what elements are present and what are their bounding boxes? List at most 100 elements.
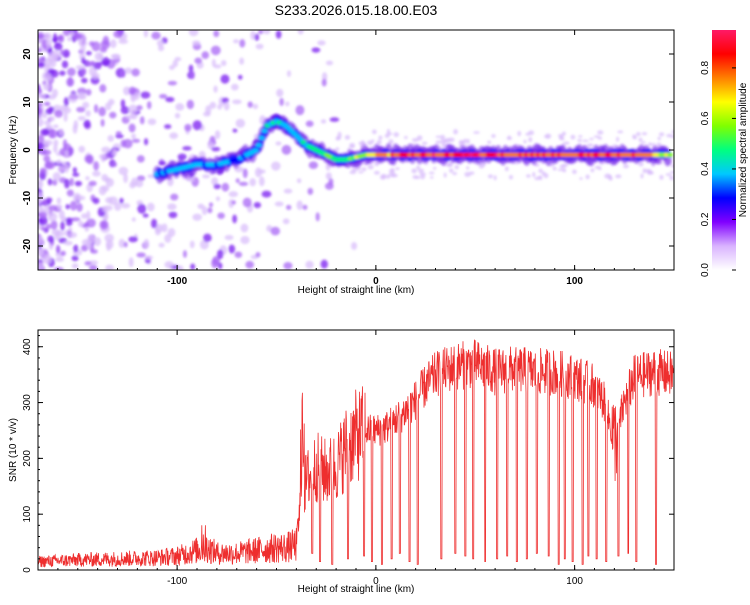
colorbar-tick-label: 0.0 <box>700 263 711 277</box>
noise-blob <box>93 161 100 171</box>
ridge-core <box>252 148 259 153</box>
noise-blob <box>174 56 182 62</box>
noise-blob <box>633 136 638 140</box>
noise-blob <box>388 172 396 178</box>
noise-blob <box>47 178 53 186</box>
x-tick-label: -100 <box>167 576 187 587</box>
colorbar: 0.0 0.2 0.4 0.6 0.8 Normalized spectral ampl… <box>700 30 749 277</box>
noise-blob <box>216 249 224 260</box>
noise-blob <box>263 30 271 35</box>
noise-blob <box>56 197 62 205</box>
noise-blob <box>386 128 391 135</box>
noise-blob <box>128 86 136 95</box>
noise-blob <box>131 217 136 222</box>
noise-blob <box>416 165 421 170</box>
noise-blob <box>59 70 66 76</box>
noise-blob <box>98 153 106 160</box>
noise-blob <box>311 47 321 53</box>
noise-blob <box>42 71 52 81</box>
noise-blob <box>184 123 192 132</box>
noise-blob <box>118 166 129 176</box>
noise-blob <box>158 44 165 52</box>
noise-blob <box>68 150 73 157</box>
noise-blob <box>158 161 167 166</box>
noise-blob <box>441 143 447 148</box>
noise-blob <box>54 230 60 241</box>
noise-blob <box>209 101 217 109</box>
noise-blob <box>125 114 136 120</box>
noise-blob <box>38 32 45 40</box>
noise-blob <box>598 166 602 171</box>
noise-blob <box>666 133 673 138</box>
noise-blob <box>421 141 428 145</box>
figure-title: S233.2026.015.18.00.E03 <box>275 2 438 18</box>
noise-blob <box>328 178 334 186</box>
noise-blob <box>207 141 215 150</box>
noise-blob <box>170 193 179 201</box>
noise-blob <box>371 129 377 135</box>
noise-blob <box>286 70 292 78</box>
noise-blob <box>235 178 240 184</box>
noise-blob <box>270 226 281 236</box>
noise-blob <box>64 178 70 189</box>
noise-blob <box>72 172 80 177</box>
noise-blob <box>44 161 53 169</box>
noise-blob <box>93 61 102 70</box>
noise-blob <box>228 244 236 254</box>
noise-blob <box>60 250 66 256</box>
noise-blob <box>93 237 102 247</box>
noise-blob <box>376 139 382 145</box>
y-tick-label: 200 <box>22 450 33 467</box>
noise-blob <box>182 250 187 258</box>
noise-blob <box>57 165 65 173</box>
noise-blob <box>38 117 44 127</box>
noise-blob <box>104 233 115 243</box>
noise-blob <box>136 252 146 258</box>
noise-blob <box>142 213 149 218</box>
noise-blob <box>121 70 126 78</box>
noise-blob <box>615 174 622 179</box>
noise-blob <box>110 54 120 59</box>
noise-blob <box>208 202 214 208</box>
noise-blob <box>641 141 646 144</box>
noise-blob <box>469 171 475 175</box>
noise-blob <box>38 179 44 189</box>
noise-blob <box>136 105 143 111</box>
noise-blob <box>167 203 177 211</box>
noise-blob <box>245 260 255 269</box>
noise-blob <box>285 204 292 210</box>
snr-background <box>38 330 674 570</box>
noise-blob <box>211 177 219 186</box>
noise-blob <box>154 227 161 236</box>
noise-blob <box>121 202 131 209</box>
x-tick-label: 100 <box>566 576 583 587</box>
noise-blob <box>480 163 487 167</box>
noise-blob <box>71 255 79 262</box>
noise-blob <box>136 175 146 182</box>
noise-blob <box>128 257 134 268</box>
noise-blob <box>258 176 265 187</box>
noise-blob <box>572 169 577 174</box>
noise-blob <box>60 221 65 231</box>
noise-blob <box>51 37 58 43</box>
noise-blob <box>102 205 107 213</box>
noise-blob <box>77 92 85 100</box>
noise-blob <box>358 171 364 174</box>
noise-blob <box>88 41 95 47</box>
noise-blob <box>42 198 47 207</box>
noise-blob <box>109 111 117 119</box>
noise-blob <box>100 221 107 228</box>
noise-blob <box>367 164 374 170</box>
noise-blob <box>557 168 565 172</box>
noise-blob <box>617 130 624 134</box>
noise-blob <box>50 220 58 230</box>
noise-blob <box>213 183 221 190</box>
noise-blob <box>254 33 260 41</box>
noise-blob <box>62 30 71 37</box>
noise-blob <box>317 40 326 46</box>
noise-blob <box>57 34 65 43</box>
noise-blob <box>131 138 141 143</box>
noise-blob <box>217 262 223 270</box>
y-tick-label: -10 <box>22 190 33 205</box>
noise-blob <box>147 118 157 126</box>
